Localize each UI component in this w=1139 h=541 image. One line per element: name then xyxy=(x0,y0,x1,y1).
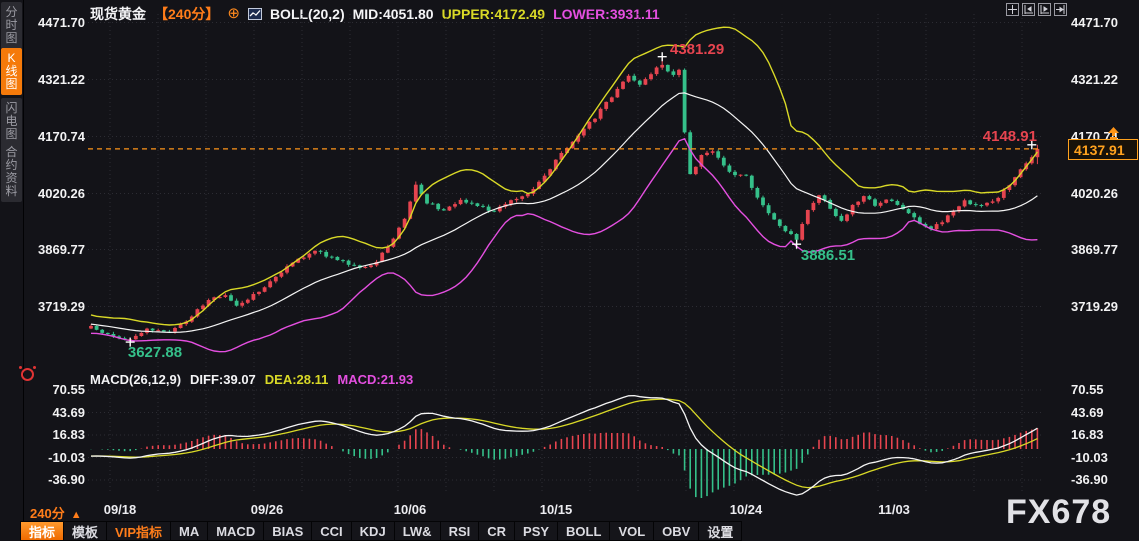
boll-layer xyxy=(90,26,1038,353)
macd-tick-left: 43.69 xyxy=(52,404,85,420)
macd-diff-value: DIFF:39.07 xyxy=(190,372,256,387)
chart-tools xyxy=(1006,3,1067,16)
price-tick-left: 4170.74 xyxy=(38,128,85,144)
toolbar-item-bias[interactable]: BIAS xyxy=(264,521,313,541)
toolbar-item-indicators[interactable]: 指标 xyxy=(20,521,65,541)
toolbar-item-rsi[interactable]: RSI xyxy=(440,521,480,541)
watermark: FX678 xyxy=(1006,493,1112,531)
boll-lower-value: LOWER:3931.11 xyxy=(553,6,660,22)
macd-header: MACD(26,12,9) DIFF:39.07 DEA:28.11 MACD:… xyxy=(90,372,413,387)
price-tick-left: 3719.29 xyxy=(38,298,85,314)
macd-tick-right: 43.69 xyxy=(1071,404,1104,420)
toolbar-item-vol[interactable]: VOL xyxy=(610,521,655,541)
toolbar-item-ma[interactable]: MA xyxy=(171,521,209,541)
price-tick-left: 3869.77 xyxy=(38,241,85,257)
svg-text:4148.91: 4148.91 xyxy=(983,128,1037,145)
price-tick-right: 3869.77 xyxy=(1071,241,1118,257)
svg-text:3627.88: 3627.88 xyxy=(128,344,182,361)
interval-label[interactable]: 240分 ▲ xyxy=(30,506,82,521)
collapse-toggle-icon[interactable]: ⊕ xyxy=(227,5,240,22)
macd-tick-left: 70.55 xyxy=(52,382,85,397)
alarm-icon[interactable] xyxy=(19,366,36,381)
macd-tick-left: -36.90 xyxy=(48,472,85,487)
boll-params-label: BOLL(20,2) xyxy=(269,6,345,22)
macd-tick-right: 16.83 xyxy=(1071,427,1104,442)
price-tick-left: 4471.70 xyxy=(38,14,85,30)
axis-compress-button[interactable] xyxy=(1022,3,1035,16)
tab-timeshare[interactable]: 分时图 xyxy=(1,2,22,49)
toolbar-item-cci[interactable]: CCI xyxy=(312,521,352,541)
svg-text:4381.29: 4381.29 xyxy=(670,41,724,58)
toolbar-item-cr[interactable]: CR xyxy=(479,521,516,541)
date-tick: 11/03 xyxy=(878,502,910,517)
macd-bar-value: MACD:21.93 xyxy=(337,372,414,387)
toolbar-item-kdj[interactable]: KDJ xyxy=(351,521,395,541)
macd-layer xyxy=(90,394,1039,498)
macd-tick-left: -10.03 xyxy=(48,449,85,465)
toolbar-item-psy[interactable]: PSY xyxy=(515,521,559,541)
macd-tick-right: -36.90 xyxy=(1071,472,1108,487)
date-tick: 10/15 xyxy=(539,502,573,517)
current-price-value: 4137.91 xyxy=(1074,141,1125,158)
crosshair-tool-button[interactable] xyxy=(1006,3,1019,16)
price-tick-right: 4321.22 xyxy=(1071,71,1118,87)
chart-header: 现货黄金 【240分】 ⊕ BOLL(20,2) MID:4051.80 UPP… xyxy=(90,4,660,24)
macd-params-label: MACD(26,12,9) xyxy=(90,372,182,387)
toolbar-item-obv[interactable]: OBV xyxy=(654,521,700,541)
date-tick: 09/18 xyxy=(103,502,137,517)
period-badge: 【240分】 xyxy=(154,6,220,22)
toolbar-item-templates[interactable]: 模板 xyxy=(64,521,108,541)
price-tick-left: 4020.26 xyxy=(38,185,85,201)
axis-shift-button[interactable] xyxy=(1054,3,1067,16)
indicator-toolbar: 指标 模板 VIP指标 MA MACD BIAS CCI KDJ LW& RSI CR PSY BOLL… xyxy=(20,521,743,541)
toolbar-item-settings[interactable]: 设置 xyxy=(699,521,743,541)
current-price-box: 4137.91 xyxy=(1068,139,1138,160)
toolbar-item-macd[interactable]: MACD xyxy=(208,521,265,541)
date-tick: 10/24 xyxy=(729,502,763,517)
toolbar-item-boll[interactable]: BOLL xyxy=(558,521,611,541)
price-tick-right: 4020.26 xyxy=(1071,185,1118,201)
date-tick: 09/26 xyxy=(250,502,284,517)
macd-tick-right: -10.03 xyxy=(1071,449,1108,465)
boll-mid-value: MID:4051.80 xyxy=(352,6,434,22)
toolbar-item-lwr[interactable]: LW& xyxy=(394,521,441,541)
macd-dea-value: DEA:28.11 xyxy=(264,372,329,387)
price-tick-left: 4321.22 xyxy=(38,71,85,87)
price-tick-right: 4471.70 xyxy=(1071,14,1118,30)
boll-upper-value: UPPER:4172.49 xyxy=(441,6,546,22)
axis-expand-button[interactable] xyxy=(1038,3,1051,16)
chart-canvas[interactable]: 4381.29 4148.91 3886.51 3627.88 xyxy=(88,0,1042,520)
price-up-arrow-icon xyxy=(1107,126,1120,144)
svg-text:3886.51: 3886.51 xyxy=(801,247,855,264)
tab-flash[interactable]: 闪电图 xyxy=(1,98,22,145)
price-tick-right: 3719.29 xyxy=(1071,298,1118,314)
interval-up-arrow-icon: ▲ xyxy=(70,509,82,521)
tab-contract[interactable]: 合约资料 xyxy=(1,142,22,202)
macd-tick-left: 16.83 xyxy=(52,427,85,442)
macd-tick-right: 70.55 xyxy=(1071,382,1104,397)
symbol-title: 现货黄金 xyxy=(90,6,146,22)
candles-layer xyxy=(89,56,1040,343)
date-tick: 10/06 xyxy=(393,502,427,517)
annotations-layer: 4381.29 4148.91 3886.51 3627.88 xyxy=(125,41,1037,361)
toolbar-item-vip-indicators[interactable]: VIP指标 xyxy=(107,521,171,541)
